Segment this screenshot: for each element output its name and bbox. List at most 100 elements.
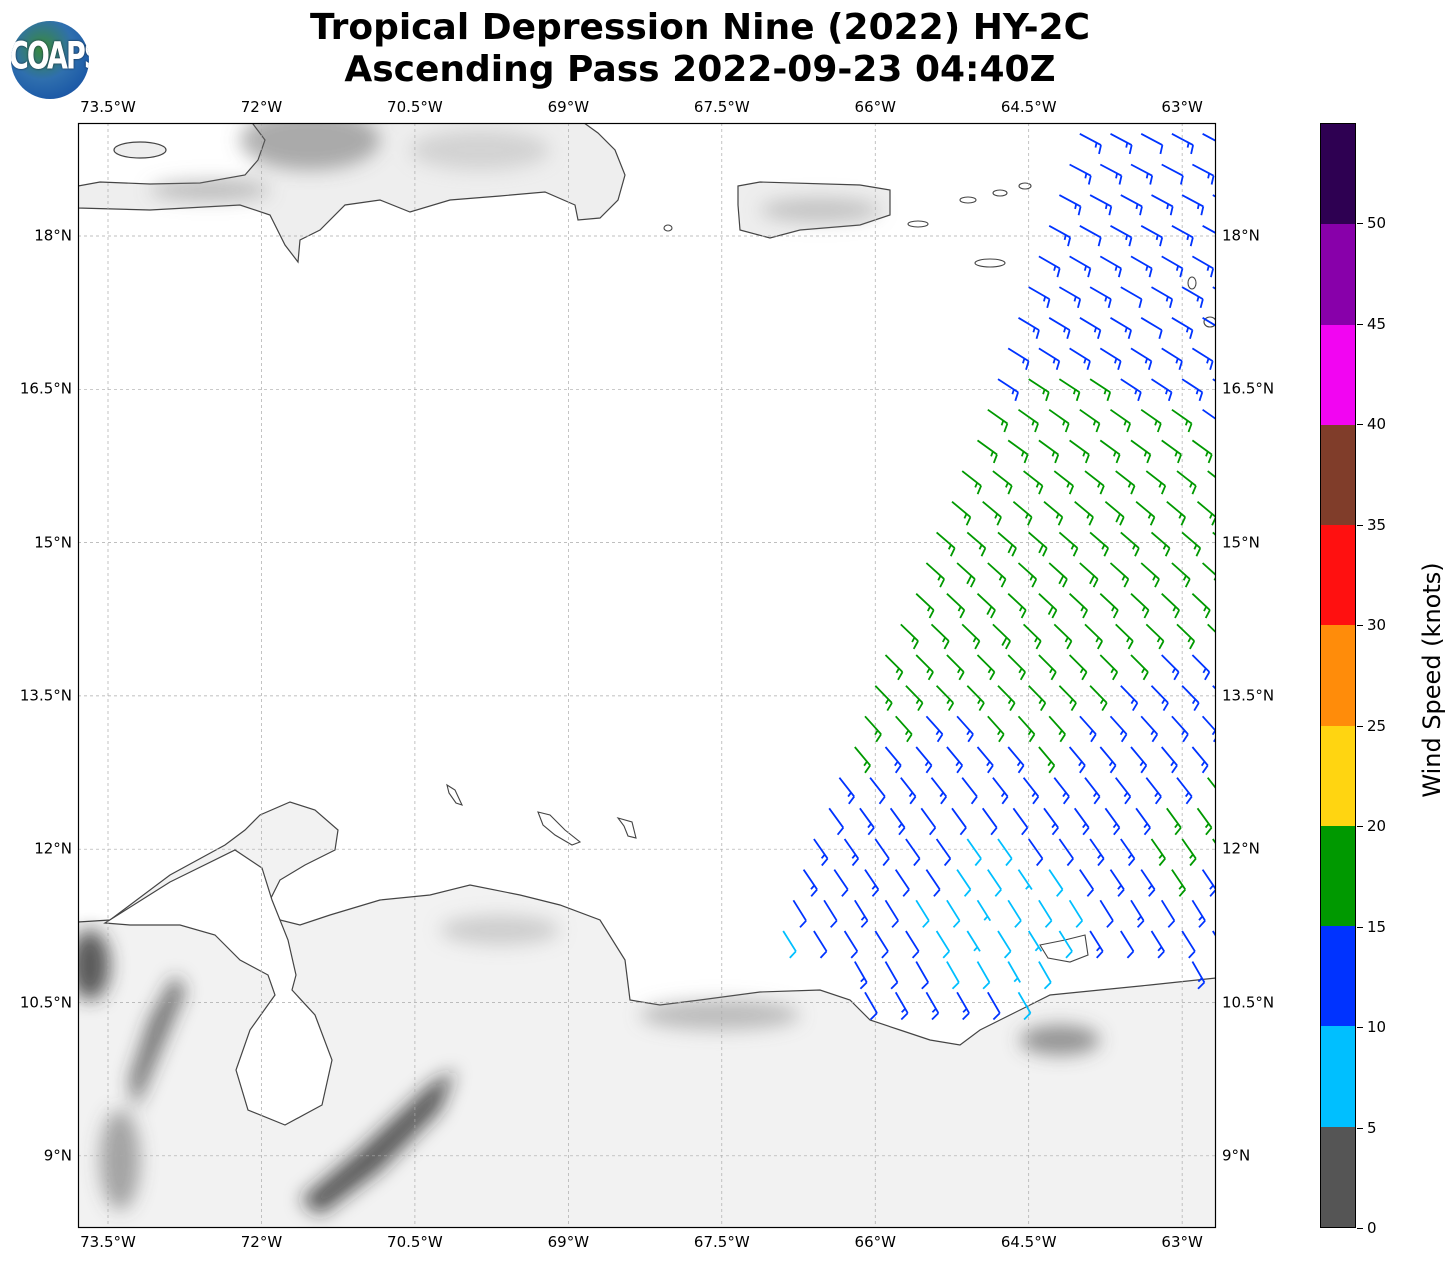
wind-barb xyxy=(1017,715,1036,743)
colorbar-tick xyxy=(1357,524,1363,526)
lon-tick-label-bottom: 72°W xyxy=(240,1233,283,1251)
colorbar-segment xyxy=(1321,124,1355,225)
wind-barb-shape xyxy=(1140,869,1156,897)
wind-barb xyxy=(1150,685,1169,712)
wind-barb xyxy=(1007,961,1021,983)
wind-barb-shape xyxy=(1110,317,1132,340)
wind-barb-shape xyxy=(859,807,875,836)
wind-barb xyxy=(1171,225,1194,247)
wind-barb xyxy=(1171,562,1191,588)
wind-barb xyxy=(1089,286,1112,309)
wind-barb xyxy=(966,838,982,867)
wind-barb xyxy=(1007,439,1029,464)
wind-barb-shape xyxy=(1202,225,1216,235)
wind-barb xyxy=(981,807,998,836)
wind-barb xyxy=(843,838,860,867)
wind-barb-shape xyxy=(1161,439,1182,464)
wind-barb-shape xyxy=(1140,562,1160,588)
wind-barb xyxy=(1176,470,1197,495)
wind-barb-shape xyxy=(1145,777,1162,805)
wind-barb-shape xyxy=(946,593,966,619)
wind-barb-shape xyxy=(1135,501,1156,526)
wind-barb-shape xyxy=(1130,593,1150,619)
wind-barb-shape xyxy=(987,715,1005,743)
wind-barb xyxy=(1068,746,1086,774)
wind-barb xyxy=(976,654,996,681)
wind-barb-shape xyxy=(987,991,1001,1021)
colorbar-segment xyxy=(1321,725,1355,826)
wind-barb-shape xyxy=(1023,470,1044,495)
wind-barb xyxy=(1181,531,1202,557)
wind-barb-shape xyxy=(1053,777,1070,805)
wind-barb xyxy=(982,501,1002,526)
colorbar-segment xyxy=(1321,1126,1355,1227)
wind-barb-shape xyxy=(1109,869,1125,897)
wind-barb-shape xyxy=(1038,439,1060,464)
wind-barb xyxy=(1089,378,1112,402)
wind-barb xyxy=(1130,347,1153,370)
wind-barb xyxy=(1150,838,1166,867)
wind-barb xyxy=(925,869,941,897)
wind-barb xyxy=(1161,746,1178,774)
wind-barb xyxy=(1099,347,1122,370)
wind-barb-shape xyxy=(1145,623,1165,650)
colorbar-tick-label: 15 xyxy=(1367,917,1387,936)
wind-barb-shape xyxy=(889,807,906,836)
wind-barb-shape xyxy=(1120,194,1143,216)
colorbar-tick xyxy=(1357,926,1363,928)
wind-barb-shape xyxy=(976,593,996,619)
wind-barb xyxy=(1120,838,1136,867)
wind-barb-shape xyxy=(1196,807,1213,836)
wind-barb-shape xyxy=(930,623,950,650)
wind-barb xyxy=(1166,501,1187,526)
wind-barb-shape xyxy=(915,654,934,681)
wind-barbs xyxy=(782,133,1243,1021)
wind-barb xyxy=(997,378,1019,402)
lat-tick-label-left: 18°N xyxy=(34,226,72,245)
wind-barb xyxy=(1048,225,1072,247)
lat-tick-label-right: 12°N xyxy=(1222,839,1260,858)
wind-barb xyxy=(1038,439,1060,464)
lat-tick-label-right: 15°N xyxy=(1222,533,1260,552)
colorbar-tick xyxy=(1357,1228,1363,1229)
wind-barb-shape xyxy=(1181,194,1205,216)
wind-barb xyxy=(915,593,935,619)
wind-barb xyxy=(1038,654,1057,681)
wind-barb-shape xyxy=(976,899,992,922)
wind-barb-shape xyxy=(1058,286,1082,309)
wind-barb xyxy=(1202,133,1216,142)
wind-barb xyxy=(976,899,992,922)
wind-barb xyxy=(976,961,991,990)
wind-barb xyxy=(1135,501,1156,526)
wind-barb xyxy=(1120,930,1135,959)
lon-tick-label-top: 70.5°W xyxy=(387,98,443,116)
lat-tick-label-left: 9°N xyxy=(43,1146,72,1165)
wind-barb xyxy=(1130,654,1149,681)
wind-barb xyxy=(889,807,906,836)
wind-barb-shape xyxy=(961,623,981,650)
wind-barb xyxy=(946,961,960,990)
wind-barb xyxy=(1223,348,1243,369)
wind-barb-shape xyxy=(966,531,987,557)
wind-barb-shape xyxy=(1079,715,1097,743)
aruba xyxy=(446,783,464,806)
wind-barb-shape xyxy=(1150,930,1165,959)
wind-barb xyxy=(1196,807,1213,836)
wind-barb-shape xyxy=(1191,255,1215,278)
wind-barb xyxy=(1201,715,1216,743)
wind-barb-shape xyxy=(1120,378,1142,402)
wind-barb-shape xyxy=(1207,623,1216,634)
wind-barb xyxy=(1191,163,1215,185)
wind-barb-shape xyxy=(1171,715,1189,743)
wind-barb-shape xyxy=(1160,899,1176,928)
wind-barb xyxy=(951,501,972,526)
wind-barb xyxy=(1120,531,1140,557)
wind-barb xyxy=(1069,347,1091,370)
wind-barb xyxy=(1007,593,1027,619)
wind-barb-shape xyxy=(1130,439,1152,464)
wind-barb-shape xyxy=(905,930,920,959)
colorbar-tick-label: 35 xyxy=(1367,515,1387,534)
wind-barb xyxy=(1110,133,1133,155)
wind-barb xyxy=(1073,807,1090,836)
wind-barb xyxy=(956,991,970,1021)
